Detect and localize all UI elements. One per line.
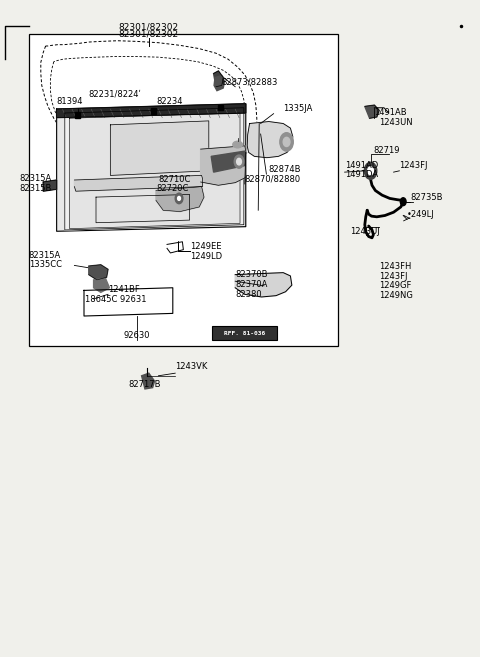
Text: 82301/82302: 82301/82302 [119,22,179,32]
Text: 92630: 92630 [123,330,150,340]
Text: 82370A: 82370A [235,280,267,289]
Polygon shape [235,273,292,297]
Polygon shape [110,121,209,175]
Circle shape [175,193,183,204]
Text: 81394: 81394 [56,97,83,106]
Polygon shape [94,279,109,292]
Text: 1243UN: 1243UN [379,118,413,127]
Text: 82315A: 82315A [29,250,61,260]
Text: 1491AD: 1491AD [345,161,378,170]
Polygon shape [57,104,246,231]
Circle shape [280,133,293,151]
Polygon shape [156,187,204,212]
Text: 82301/82302: 82301/82302 [119,29,179,38]
Text: 82710C: 82710C [158,175,191,184]
Polygon shape [247,122,293,158]
Text: 82870/82880: 82870/82880 [245,175,301,184]
Bar [218,105,223,110]
Text: 82873/82883: 82873/82883 [221,78,278,87]
Polygon shape [89,265,108,280]
Circle shape [178,196,180,200]
Text: 18645C 92631: 18645C 92631 [85,294,147,304]
Text: 1249GF: 1249GF [379,281,411,290]
Text: 1249EE: 1249EE [190,242,221,251]
Circle shape [400,198,406,206]
Text: 82735B: 82735B [410,193,443,202]
Text: 1249LD: 1249LD [190,252,222,261]
Circle shape [368,167,373,175]
Polygon shape [201,146,246,185]
Polygon shape [214,71,223,87]
Polygon shape [65,108,244,230]
Text: 82719: 82719 [373,146,400,155]
Polygon shape [214,76,225,91]
Polygon shape [70,113,240,229]
Text: 1243FJ: 1243FJ [379,271,408,281]
Text: 82315B: 82315B [19,183,51,193]
Text: 82370B: 82370B [235,270,268,279]
Bar [151,108,156,114]
Text: 1249NG: 1249NG [379,291,413,300]
Circle shape [283,137,290,147]
Text: 1335CC: 1335CC [29,260,62,269]
Polygon shape [57,104,246,118]
Text: 82717B: 82717B [129,380,161,389]
Text: 82234: 82234 [156,97,182,106]
Polygon shape [211,151,245,172]
Ellipse shape [233,141,242,148]
Text: 1491AB: 1491AB [374,108,407,117]
Text: 82720C: 82720C [156,184,188,193]
Text: 82231/8224ʹ: 82231/8224ʹ [89,89,142,99]
Text: •249LJ: •249LJ [407,210,435,219]
Text: 82380: 82380 [235,290,262,299]
Text: 1243VK: 1243VK [175,362,207,371]
Circle shape [234,155,244,168]
Text: 1335JA: 1335JA [283,104,312,113]
Bar [212,326,277,340]
Circle shape [364,162,377,179]
Text: 1243UJ: 1243UJ [350,227,380,236]
Text: 82874B: 82874B [269,165,301,174]
Text: 1491DA: 1491DA [345,170,378,179]
Bar [29,34,338,346]
Bar [75,112,80,118]
Polygon shape [142,373,155,389]
Polygon shape [43,180,57,191]
Text: 1243FH: 1243FH [379,261,411,271]
Circle shape [237,158,241,165]
Polygon shape [74,175,203,191]
Text: RFF. 81-036: RFF. 81-036 [224,330,265,336]
Text: 82315A: 82315A [19,173,51,183]
Polygon shape [365,105,379,118]
Text: 1241BF: 1241BF [108,284,140,294]
Text: 1243FJ: 1243FJ [399,161,428,170]
